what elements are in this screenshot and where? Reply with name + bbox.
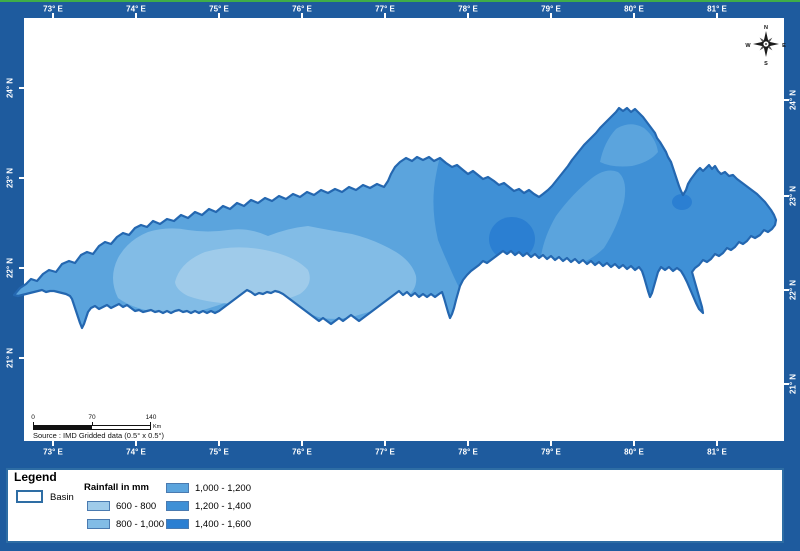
tick-mark-right [784, 195, 789, 197]
legend-panel: Legend Basin Rainfall in mm 600 - 800 80… [6, 468, 784, 543]
legend-swatch-1400-1600 [166, 519, 189, 529]
tick-mark-top [384, 13, 386, 18]
latitude-label-right: 21° N [788, 373, 798, 395]
longitude-label-top: 73° E [43, 4, 63, 14]
longitude-label-bottom: 77° E [375, 447, 395, 457]
longitude-label-bottom: 75° E [209, 447, 229, 457]
tick-mark-left [19, 87, 24, 89]
scale-bar-tick [92, 422, 93, 425]
scale-bar-tick [33, 422, 34, 425]
scale-tick-140: 140 [145, 414, 157, 421]
longitude-label-top: 74° E [126, 4, 146, 14]
scale-bar-filled-segment [34, 426, 92, 429]
top-green-line [0, 0, 800, 2]
tick-mark-top [467, 13, 469, 18]
latitude-label-right: 22° N [788, 279, 798, 301]
scale-tick-0: 0 [31, 414, 35, 421]
legend-swatch-1200-1400 [166, 501, 189, 511]
longitude-label-top: 79° E [541, 4, 561, 14]
longitude-label-bottom: 74° E [126, 447, 146, 457]
tick-mark-left [19, 357, 24, 359]
scale-bar [33, 425, 151, 430]
tick-mark-top [716, 13, 718, 18]
tick-mark-bottom [550, 441, 552, 446]
tick-mark-bottom [384, 441, 386, 446]
latitude-label-left: 22° N [5, 257, 15, 279]
tick-mark-bottom [633, 441, 635, 446]
map-canvas: 0 70 140 Km Source : IMD Gridded data (0… [24, 18, 784, 441]
tick-mark-top [52, 13, 54, 18]
tick-mark-top [135, 13, 137, 18]
compass-north-label: N [764, 25, 768, 31]
longitude-label-bottom: 76° E [292, 447, 312, 457]
tick-mark-bottom [301, 441, 303, 446]
tick-mark-top [550, 13, 552, 18]
tick-mark-bottom [218, 441, 220, 446]
latitude-label-right: 23° N [788, 185, 798, 207]
legend-label-600-800: 600 - 800 [116, 501, 157, 512]
scale-tick-70: 70 [88, 414, 96, 421]
source-note: Source : IMD Gridded data (0.5° x 0.5°) [33, 431, 165, 440]
scale-bar-tick [150, 422, 151, 425]
legend-label-1200-1400: 1,200 - 1,400 [195, 501, 251, 512]
tick-mark-left [19, 177, 24, 179]
tick-mark-right [784, 383, 789, 385]
tick-mark-top [301, 13, 303, 18]
legend-label-1400-1600: 1,400 - 1,600 [195, 519, 251, 530]
longitude-label-bottom: 79° E [541, 447, 561, 457]
tick-mark-bottom [467, 441, 469, 446]
legend-swatch-1000-1200 [166, 483, 189, 493]
tick-mark-right [784, 99, 789, 101]
compass-west-label: W [745, 43, 751, 49]
longitude-label-top: 78° E [458, 4, 478, 14]
rainfall-legend-title: Rainfall in mm [84, 482, 149, 493]
scale-bar-labels: 0 70 140 [24, 414, 224, 424]
legend-label-800-1000: 800 - 1,000 [116, 519, 165, 530]
longitude-label-bottom: 80° E [624, 447, 644, 457]
tick-mark-left [19, 267, 24, 269]
basin-legend-label: Basin [50, 492, 74, 503]
tick-mark-bottom [52, 441, 54, 446]
tick-mark-bottom [135, 441, 137, 446]
legend-swatch-800-1000 [87, 519, 110, 529]
tick-mark-right [784, 289, 789, 291]
longitude-label-top: 75° E [209, 4, 229, 14]
legend-title: Legend [14, 470, 57, 484]
longitude-label-top: 77° E [375, 4, 395, 14]
compass-south-label: S [764, 61, 768, 66]
tick-mark-top [218, 13, 220, 18]
latitude-label-left: 21° N [5, 347, 15, 369]
compass-east-label: E [782, 43, 786, 49]
tick-mark-bottom [716, 441, 718, 446]
longitude-label-bottom: 73° E [43, 447, 63, 457]
tick-mark-top [633, 13, 635, 18]
longitude-label-top: 76° E [292, 4, 312, 14]
longitude-label-bottom: 81° E [707, 447, 727, 457]
compass-rose: N S W E [745, 25, 786, 66]
latitude-label-left: 23° N [5, 167, 15, 189]
compass-star [753, 31, 779, 57]
longitude-label-bottom: 78° E [458, 447, 478, 457]
basin-legend-swatch [16, 490, 43, 503]
legend-swatch-600-800 [87, 501, 110, 511]
legend-label-1000-1200: 1,000 - 1,200 [195, 483, 251, 494]
longitude-label-top: 81° E [707, 4, 727, 14]
latitude-label-right: 24° N [788, 89, 798, 111]
latitude-label-left: 24° N [5, 77, 15, 99]
longitude-label-top: 80° E [624, 4, 644, 14]
scale-bar-unit: Km [153, 424, 162, 430]
